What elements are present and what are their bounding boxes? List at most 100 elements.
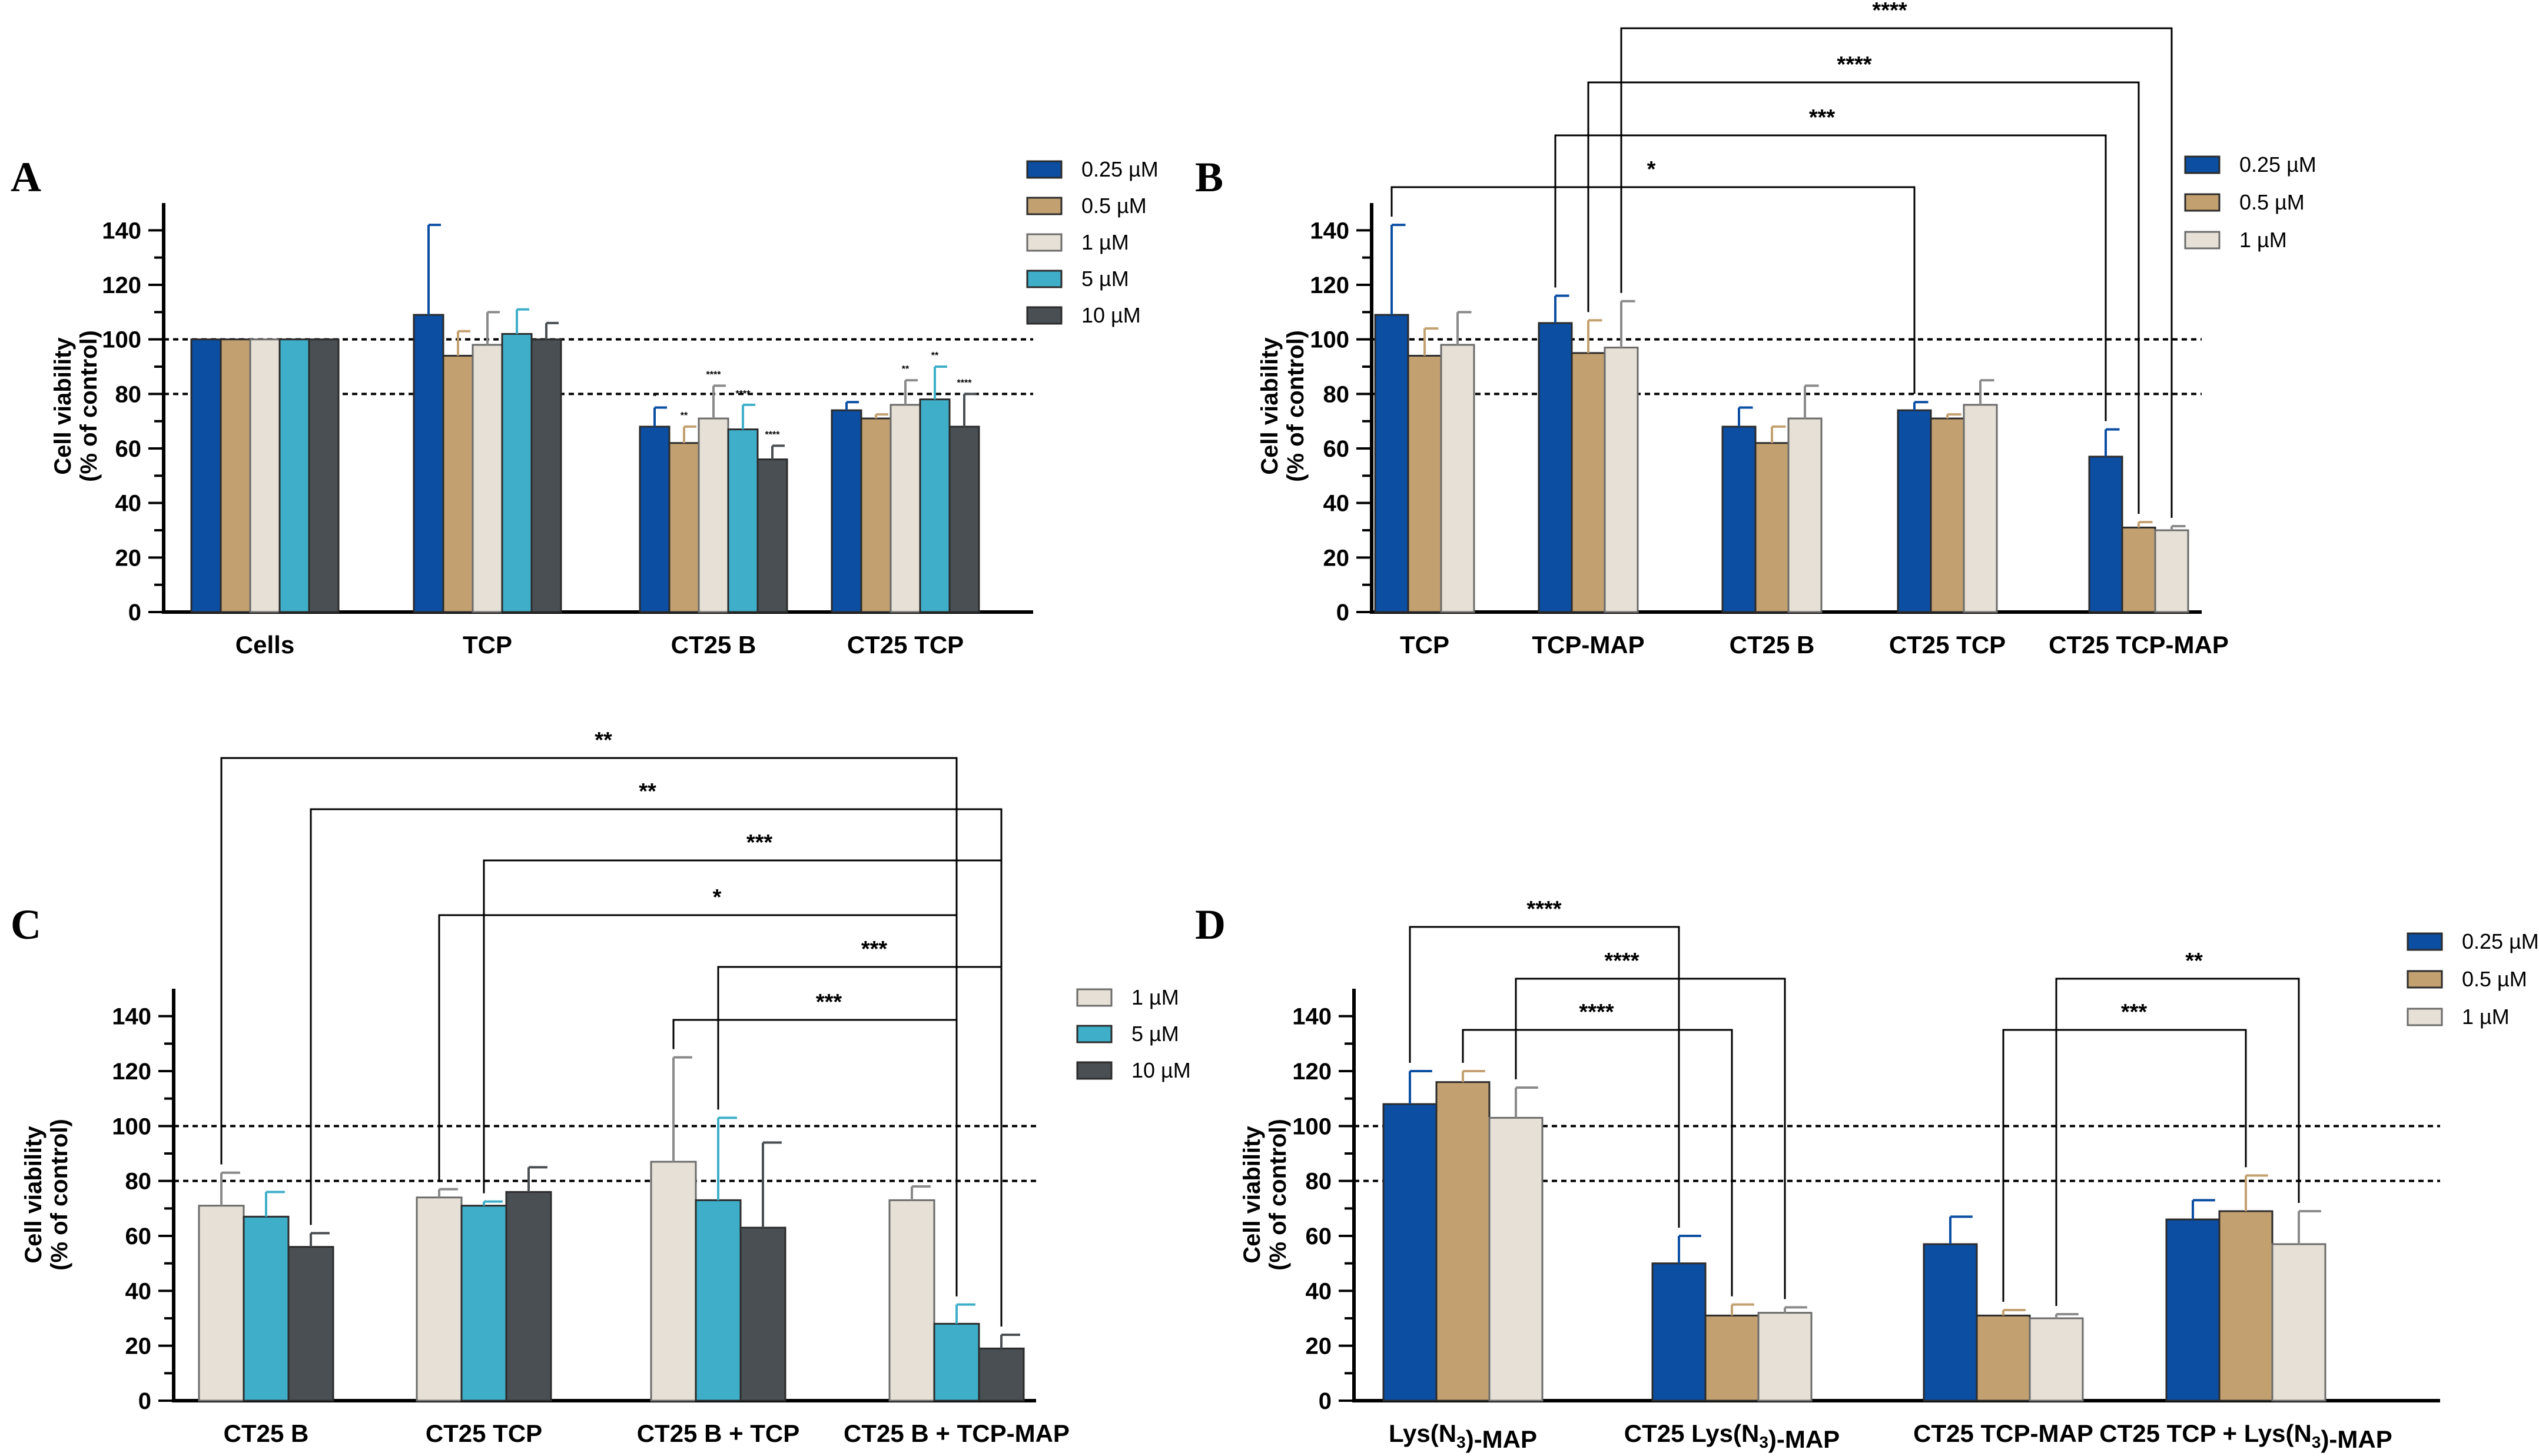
category-label: TCP — [463, 631, 512, 659]
y-axis-title-line1: Cell viability — [1257, 337, 1283, 475]
y-axis-title-line2: (% of control) — [1283, 330, 1309, 482]
y-tick-label: 40 — [1306, 1278, 1332, 1304]
category-label-part: TCP-MAP — [1532, 631, 1644, 659]
legend-swatch — [1026, 197, 1063, 215]
category-label-subscript: 3 — [2312, 1433, 2321, 1451]
y-tick-label: 100 — [1310, 327, 1349, 353]
category-label-subscript: 3 — [1759, 1433, 1768, 1451]
bar — [978, 1347, 1025, 1402]
significance-label: **** — [1837, 52, 1871, 77]
panel-letter: C — [11, 901, 41, 948]
bar — [198, 1205, 245, 1402]
category-label-part: )-MAP — [2321, 1425, 2392, 1453]
y-tick-label: 40 — [125, 1278, 152, 1304]
y-tick-label: 0 — [128, 600, 141, 626]
significance-mark: **** — [706, 370, 722, 380]
significance-bracket — [1462, 1029, 1733, 1297]
category-label-part: CT25 B — [1730, 631, 1815, 659]
bar — [1440, 344, 1475, 613]
y-tick-label: 20 — [125, 1334, 152, 1359]
category-label-part: Lys( — [1389, 1420, 1439, 1447]
bar — [505, 1191, 552, 1402]
category-label-part: CT25 TCP-MAP — [2049, 631, 2229, 659]
bar — [650, 1161, 697, 1402]
bar — [1538, 322, 1573, 613]
bar — [2121, 526, 2156, 613]
y-tick-label: 100 — [1292, 1113, 1332, 1139]
y-axis-title-line1: Cell viability — [50, 337, 76, 475]
bar — [695, 1199, 742, 1402]
y-tick-label: 140 — [1310, 218, 1349, 244]
legend-label: 0.25 µM — [1081, 157, 1159, 181]
category-label-part: CT25 B — [224, 1420, 309, 1447]
y-axis-title: Cell viability(% of control) — [21, 1119, 72, 1271]
significance-bracket — [1515, 978, 1786, 1299]
legend-label: 1 µM — [1081, 230, 1129, 254]
category-label-n: N — [1439, 1420, 1456, 1447]
bar — [308, 338, 340, 613]
category-label: CT25 TCP — [426, 1420, 542, 1447]
bar — [2218, 1210, 2274, 1402]
y-tick-label: 140 — [1292, 1004, 1332, 1030]
category-label-part: )-MAP — [1466, 1425, 1537, 1453]
bar — [1757, 1312, 1813, 1402]
legend-label: 10 µM — [1131, 1058, 1191, 1082]
y-tick-label: 0 — [138, 1388, 151, 1414]
bar — [1963, 404, 1998, 613]
y-tick-label: 80 — [1306, 1169, 1332, 1195]
bar — [933, 1322, 980, 1402]
bar — [530, 338, 562, 613]
bar — [698, 417, 729, 613]
panel-a: A 0 20 40 60 80 100 120 140 Cell viability(% of c… — [11, 154, 1159, 659]
y-tick-label: 20 — [115, 545, 142, 571]
legend-swatch — [1076, 988, 1113, 1007]
bar — [442, 354, 474, 613]
category-label-part: CT25 B + TCP-MAP — [844, 1420, 1070, 1447]
significance-label: * — [713, 885, 722, 910]
legend-label: 1 µM — [2239, 228, 2287, 252]
legend-swatch — [2407, 1008, 2443, 1026]
significance-bracket — [1554, 134, 2107, 421]
panel-c: C 0 20 40 60 80 100 120 140 Cell viability(% of c… — [11, 728, 1191, 1447]
y-axis-title: Cell viability(% of control) — [1239, 1119, 1291, 1271]
category-label: CT25 TCP — [1889, 631, 2006, 659]
bar — [756, 458, 788, 613]
category-label: TCP — [1400, 631, 1449, 659]
legend-swatch — [1026, 270, 1063, 288]
significance-label: **** — [1579, 1000, 1614, 1025]
category-label: Cells — [235, 631, 294, 659]
category-label: Lys(N3)-MAP — [1389, 1420, 1537, 1453]
significance-mark: **** — [736, 389, 751, 399]
bar — [668, 442, 700, 613]
y-tick-label: 0 — [1319, 1388, 1332, 1414]
y-tick-label: 120 — [1292, 1059, 1332, 1085]
category-label: CT25 TCP + Lys(N3)-MAP — [2099, 1420, 2392, 1453]
y-axis-title: Cell viability(% of control) — [50, 330, 102, 482]
bar — [220, 338, 251, 613]
category-label-part: TCP — [463, 631, 512, 659]
significance-bracket — [2055, 978, 2300, 1306]
legend-swatch — [2184, 155, 2221, 174]
y-tick-label: 60 — [115, 436, 142, 462]
significance-bracket — [672, 1019, 958, 1297]
bar — [2029, 1317, 2084, 1402]
bar — [1704, 1314, 1760, 1402]
bar — [287, 1246, 334, 1402]
significance-label: *** — [861, 937, 888, 962]
significance-label: *** — [2121, 1000, 2148, 1025]
significance-label: ** — [639, 779, 656, 804]
significance-mark: **** — [765, 430, 781, 440]
y-tick-label: 80 — [115, 381, 142, 407]
bar — [2154, 529, 2189, 613]
panel-letter: D — [1195, 901, 1226, 948]
y-tick-label: 140 — [102, 218, 141, 244]
bar — [472, 344, 503, 613]
bar — [919, 398, 951, 613]
bar — [1976, 1314, 2031, 1402]
legend-label: 5 µM — [1081, 267, 1129, 291]
category-label: CT25 TCP-MAP — [1913, 1420, 2093, 1447]
bar — [1374, 314, 1409, 613]
legend-swatch — [2184, 231, 2221, 250]
bar — [1930, 417, 1965, 613]
